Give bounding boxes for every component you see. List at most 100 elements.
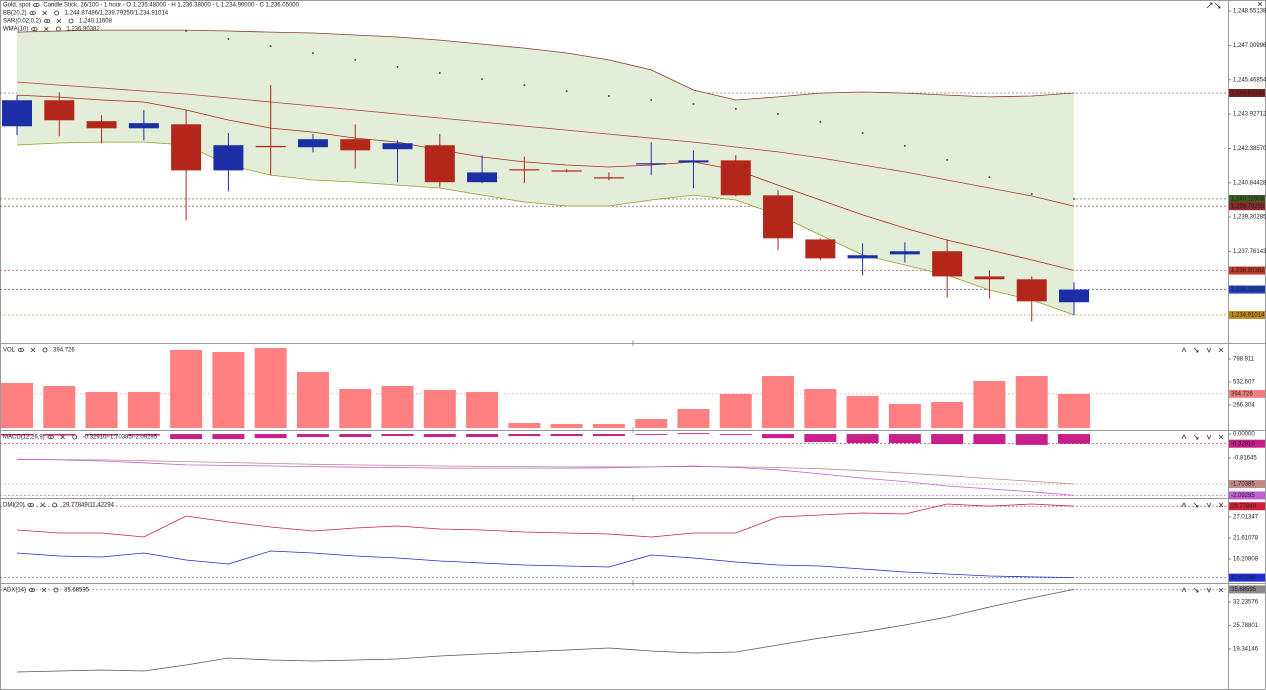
- candle-body: [171, 124, 202, 171]
- volume-bar: [339, 389, 372, 428]
- visibility-toggle[interactable]: [43, 18, 51, 23]
- remove-button[interactable]: [40, 502, 45, 508]
- volume-bar: [719, 394, 752, 428]
- resize-handle[interactable]: [632, 344, 634, 346]
- candle-body: [467, 172, 498, 183]
- volume-bar: [381, 434, 414, 437]
- remove-button[interactable]: [42, 10, 47, 16]
- resize-handle[interactable]: [632, 431, 634, 433]
- last-value-badge: [1229, 585, 1265, 594]
- visibility-toggle[interactable]: [31, 26, 38, 31]
- remove-button[interactable]: [56, 18, 62, 24]
- sar-dot: [396, 66, 399, 69]
- remove-button[interactable]: [41, 587, 47, 593]
- y-tick-label: 1,248.55138: [1233, 9, 1266, 15]
- panel-readout: 35.68595: [64, 588, 90, 594]
- indicator-readout: 1,240.11608: [79, 19, 113, 25]
- volume-bar: [508, 422, 541, 428]
- icon: [1206, 347, 1212, 353]
- volume-bar: [423, 389, 456, 428]
- volume-bar: [466, 434, 499, 437]
- volume-bar: [592, 424, 625, 428]
- last-value-badge: [1229, 389, 1265, 398]
- settings-button[interactable]: [55, 26, 61, 32]
- visibility-toggle[interactable]: [33, 3, 40, 8]
- icon: [49, 436, 52, 438]
- candle-body: [763, 195, 794, 239]
- resize-handle[interactable]: [632, 499, 634, 501]
- resize-handle[interactable]: [632, 340, 634, 342]
- y-tick-label: 1,242.38570: [1233, 146, 1266, 152]
- window-controls[interactable]: [1206, 2, 1221, 9]
- candle-body: [2, 100, 32, 127]
- volume-bar: [846, 434, 879, 444]
- remove-button[interactable]: [60, 434, 65, 440]
- settings-button[interactable]: [72, 434, 78, 440]
- y-tick-label: 1,240.84428: [1233, 180, 1266, 186]
- sar-dot: [354, 58, 357, 61]
- icon: [1193, 502, 1199, 508]
- candle-body: [255, 145, 286, 148]
- settings-button[interactable]: [53, 587, 59, 593]
- last-value-badge: [1229, 573, 1265, 582]
- remove-button[interactable]: [1257, 1, 1263, 7]
- remove-button[interactable]: [30, 347, 36, 353]
- resize-handle[interactable]: [632, 427, 634, 429]
- last-value-badge: [1229, 502, 1265, 511]
- candle-body: [44, 100, 75, 121]
- icon: [35, 4, 38, 6]
- last-value-label: 1,239.79250: [1231, 204, 1265, 210]
- y-tick-label: 25.78801: [1233, 623, 1259, 629]
- indicator-line: [16, 550, 1075, 578]
- resize-handle[interactable]: [632, 342, 634, 344]
- y-tick-label: 1,245.46854: [1233, 77, 1266, 83]
- resize-handle[interactable]: [632, 429, 634, 431]
- volume-bar: [1058, 434, 1090, 444]
- indicator-name: BB(20,2): [3, 11, 27, 17]
- resize-handle[interactable]: [632, 580, 634, 582]
- volume-bar: [635, 419, 668, 428]
- resize-handle[interactable]: [632, 582, 634, 584]
- volume-bar: [1015, 375, 1048, 428]
- settings-button[interactable]: [52, 502, 58, 508]
- last-value-badge: [1229, 480, 1265, 489]
- icon: [1218, 587, 1224, 593]
- panel-controls[interactable]: [1181, 434, 1212, 440]
- band-area: [17, 30, 1074, 315]
- resize-handle[interactable]: [632, 497, 634, 499]
- panel-title: VOL: [3, 348, 16, 354]
- remove-button[interactable]: [1218, 434, 1224, 440]
- resize-handle[interactable]: [632, 495, 634, 497]
- settings-button[interactable]: [42, 347, 48, 353]
- y-tick-label: 798.911: [1233, 357, 1255, 363]
- visibility-toggle[interactable]: [29, 10, 36, 15]
- remove-button[interactable]: [1218, 347, 1224, 353]
- remove-button[interactable]: [1218, 587, 1224, 593]
- panel-controls[interactable]: [1181, 347, 1212, 353]
- sar-dot: [607, 94, 610, 97]
- resize-handle[interactable]: [632, 584, 634, 586]
- icon: [1206, 2, 1213, 9]
- icon: [42, 10, 47, 16]
- candle-body: [805, 239, 836, 259]
- sar-dot: [1030, 192, 1033, 195]
- panel-controls[interactable]: [1181, 587, 1212, 593]
- visibility-toggle[interactable]: [27, 502, 34, 507]
- y-tick-label: 19.34146: [1233, 647, 1259, 653]
- visibility-toggle[interactable]: [17, 347, 25, 352]
- icon: [1181, 347, 1187, 353]
- candle-body: [86, 121, 117, 129]
- volume-bar: [212, 434, 245, 440]
- remove-button[interactable]: [44, 26, 49, 32]
- candle-body: [932, 251, 963, 277]
- candle-body: [593, 177, 624, 179]
- settings-button[interactable]: [68, 18, 74, 24]
- panel-controls[interactable]: [1181, 502, 1212, 508]
- instrument-subtitle: Candle Stick, 26/100 - 1 hour - O 1,235.…: [43, 3, 299, 9]
- panel-title: MACD(12,26,9): [3, 435, 45, 441]
- remove-button[interactable]: [1218, 502, 1224, 508]
- settings-button[interactable]: [54, 10, 60, 16]
- visibility-toggle[interactable]: [28, 588, 36, 593]
- volume-bar: [973, 380, 1006, 428]
- visibility-toggle[interactable]: [47, 434, 54, 439]
